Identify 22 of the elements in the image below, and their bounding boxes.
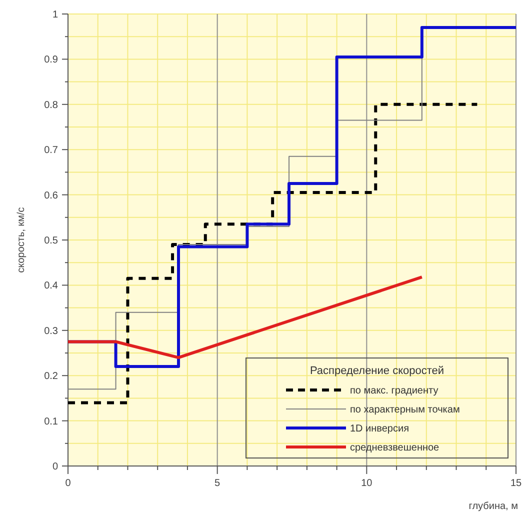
y-tick-label: 0.4 [44,280,58,292]
y-tick-label: 0.5 [44,236,58,246]
y-tick-label: 0.9 [44,54,58,66]
legend-label: 1D инверсия [350,424,409,434]
x-tick-label: 0 [65,478,72,489]
x-axis-title: глубина, м [468,501,518,512]
y-axis-title: скорость, км/с [16,207,27,273]
y-tick-label: 0.7 [44,145,58,156]
y-tick-label: 1 [52,10,58,20]
x-tick-label: 5 [214,478,221,489]
legend-title: Распределение скоростей [310,365,444,377]
x-tick-label: 15 [510,478,522,489]
x-tick-label: 10 [361,478,373,489]
y-tick-label: 0.8 [44,100,58,111]
legend-label: по характерным точкам [350,404,460,416]
y-tick-label: 0 [52,462,58,472]
y-tick-label: 0.6 [44,190,58,202]
legend-label: средневзвешенное [350,442,440,454]
y-tick-label: 0.2 [44,371,58,382]
y-tick-label: 0.3 [44,326,58,337]
legend-label: по макс. градиенту [350,386,438,396]
y-tick-label: 0.1 [44,416,58,428]
